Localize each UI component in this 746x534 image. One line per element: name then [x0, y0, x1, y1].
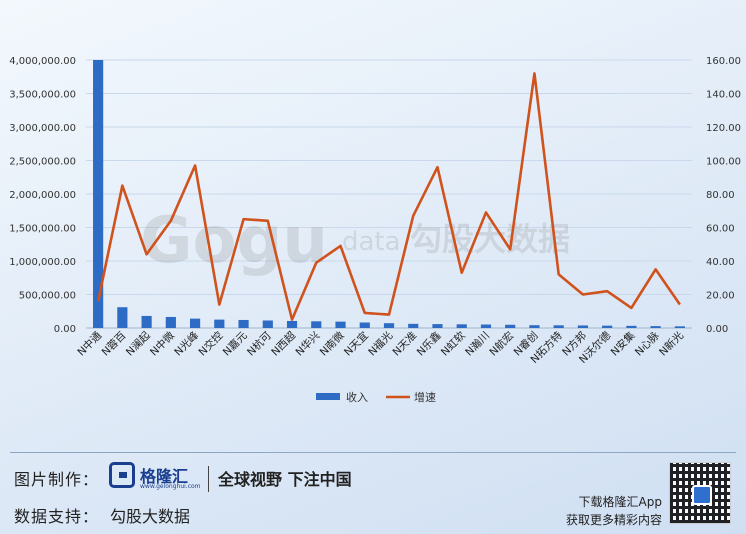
x-tick-label: N福光 — [366, 329, 396, 359]
combo-chart: Gogu data 勾股大数据 0.00 500,000.00 1,000,000.… — [9, 56, 741, 404]
x-tick-label: N航宏 — [487, 329, 517, 359]
bar — [432, 324, 443, 328]
bar — [529, 325, 540, 328]
left-tick-label: 500,000.00 — [19, 291, 76, 302]
left-tick-label: 1,500,000.00 — [9, 224, 76, 235]
left-tick-label: 3,000,000.00 — [9, 123, 76, 134]
left-tick-label: 2,500,000.00 — [9, 157, 76, 168]
bar — [408, 323, 419, 328]
x-axis-labels: N中通N蓉百N澜起N中微N光峰N交控N嘉元N杭可N西超N华兴N南微N天宜N福光N… — [75, 329, 687, 366]
bar — [214, 319, 225, 328]
watermark-suffix: data — [342, 227, 401, 257]
x-tick-label: N嘉元 — [220, 329, 250, 359]
slogan: 全球视野 下注中国 — [218, 470, 352, 489]
right-tick-label: 40.00 — [706, 257, 735, 268]
x-tick-label: N中通 — [75, 329, 105, 359]
bar — [456, 324, 467, 328]
bar — [262, 320, 273, 328]
x-tick-label: N虹软 — [438, 329, 468, 359]
bar — [553, 325, 564, 328]
x-tick-label: N蓉百 — [99, 329, 129, 359]
bar — [335, 321, 346, 328]
x-tick-label: N心脉 — [632, 329, 662, 359]
x-tick-label: N杭可 — [244, 329, 274, 359]
right-tick-label: 100.00 — [706, 157, 741, 168]
bar — [602, 325, 613, 328]
right-tick-label: 20.00 — [706, 291, 735, 302]
footer-divider — [10, 452, 736, 453]
bar — [311, 321, 322, 328]
bar — [626, 325, 637, 328]
legend-label: 增速 — [414, 390, 436, 404]
legend-label: 收入 — [346, 390, 368, 404]
watermark: Gogu data 勾股大数据 — [140, 204, 570, 278]
app-promo-text: 获取更多精彩内容 — [565, 513, 662, 527]
right-tick-label: 0.00 — [706, 324, 728, 335]
bar — [165, 316, 176, 328]
legend-bar-swatch — [316, 393, 340, 400]
growth-line — [96, 72, 681, 321]
bar — [117, 307, 128, 328]
x-tick-label: N澜起 — [123, 329, 153, 359]
x-tick-label: N天准 — [390, 330, 419, 359]
x-tick-label: N南微 — [317, 329, 347, 359]
bar — [650, 326, 661, 328]
data-support-label: 数据支持： — [14, 507, 100, 526]
x-tick-label: N华兴 — [293, 329, 323, 359]
bar — [359, 322, 370, 328]
watermark-brand: Gogu — [140, 204, 328, 278]
bar — [189, 318, 201, 328]
right-tick-label: 160.00 — [706, 56, 741, 67]
bar — [93, 60, 104, 328]
bar — [505, 324, 516, 328]
brand-url: www.gelonghui.com — [140, 483, 201, 490]
x-tick-label: N交控 — [196, 329, 226, 359]
bar-series — [93, 60, 685, 328]
x-tick-label: N光峰 — [172, 329, 202, 359]
x-tick-label: N新光 — [656, 329, 686, 359]
gelonghui-logo-icon — [109, 462, 135, 488]
footer-separator — [208, 466, 209, 492]
data-source: 勾股大数据 — [110, 507, 191, 526]
legend: 收入 增速 — [316, 390, 436, 404]
right-tick-label: 120.00 — [706, 123, 741, 134]
watermark-cn: 勾股大数据 — [410, 220, 570, 258]
brand-name: 格隆汇 — [140, 467, 189, 486]
left-tick-label: 3,500,000.00 — [9, 90, 76, 101]
bar — [141, 315, 152, 328]
left-tick-label: 0.00 — [54, 324, 76, 335]
bar — [383, 323, 395, 328]
bar — [238, 319, 249, 328]
x-tick-label: N乐鑫 — [414, 329, 444, 359]
qr-code-icon[interactable] — [669, 462, 731, 524]
line-series — [96, 72, 681, 321]
x-tick-label: N中微 — [147, 329, 177, 359]
left-tick-label: 1,000,000.00 — [9, 257, 76, 268]
right-tick-label: 60.00 — [706, 224, 735, 235]
right-axis-ticks: 0.00 20.00 40.00 60.00 80.00 100.00 120.00 140.… — [706, 56, 741, 335]
left-axis-ticks: 0.00 500,000.00 1,000,000.00 1,500,000.00 2,… — [9, 56, 76, 335]
bar — [577, 325, 589, 328]
left-tick-label: 4,000,000.00 — [9, 56, 76, 67]
x-tick-label: N天宜 — [341, 329, 371, 359]
x-tick-label: N西超 — [269, 329, 299, 359]
x-tick-label: N瀚川 — [462, 329, 492, 359]
qr-logo-icon — [692, 485, 712, 505]
made-by-label: 图片制作： — [14, 470, 100, 489]
right-tick-label: 140.00 — [706, 90, 741, 101]
x-tick-label: N安集 — [608, 329, 638, 359]
right-tick-label: 80.00 — [706, 190, 735, 201]
left-tick-label: 2,000,000.00 — [9, 190, 76, 201]
chart-grid — [86, 59, 692, 329]
bar — [674, 326, 685, 328]
bar — [480, 324, 492, 328]
bar — [286, 320, 298, 328]
app-download-text: 下载格隆汇App — [578, 495, 662, 509]
